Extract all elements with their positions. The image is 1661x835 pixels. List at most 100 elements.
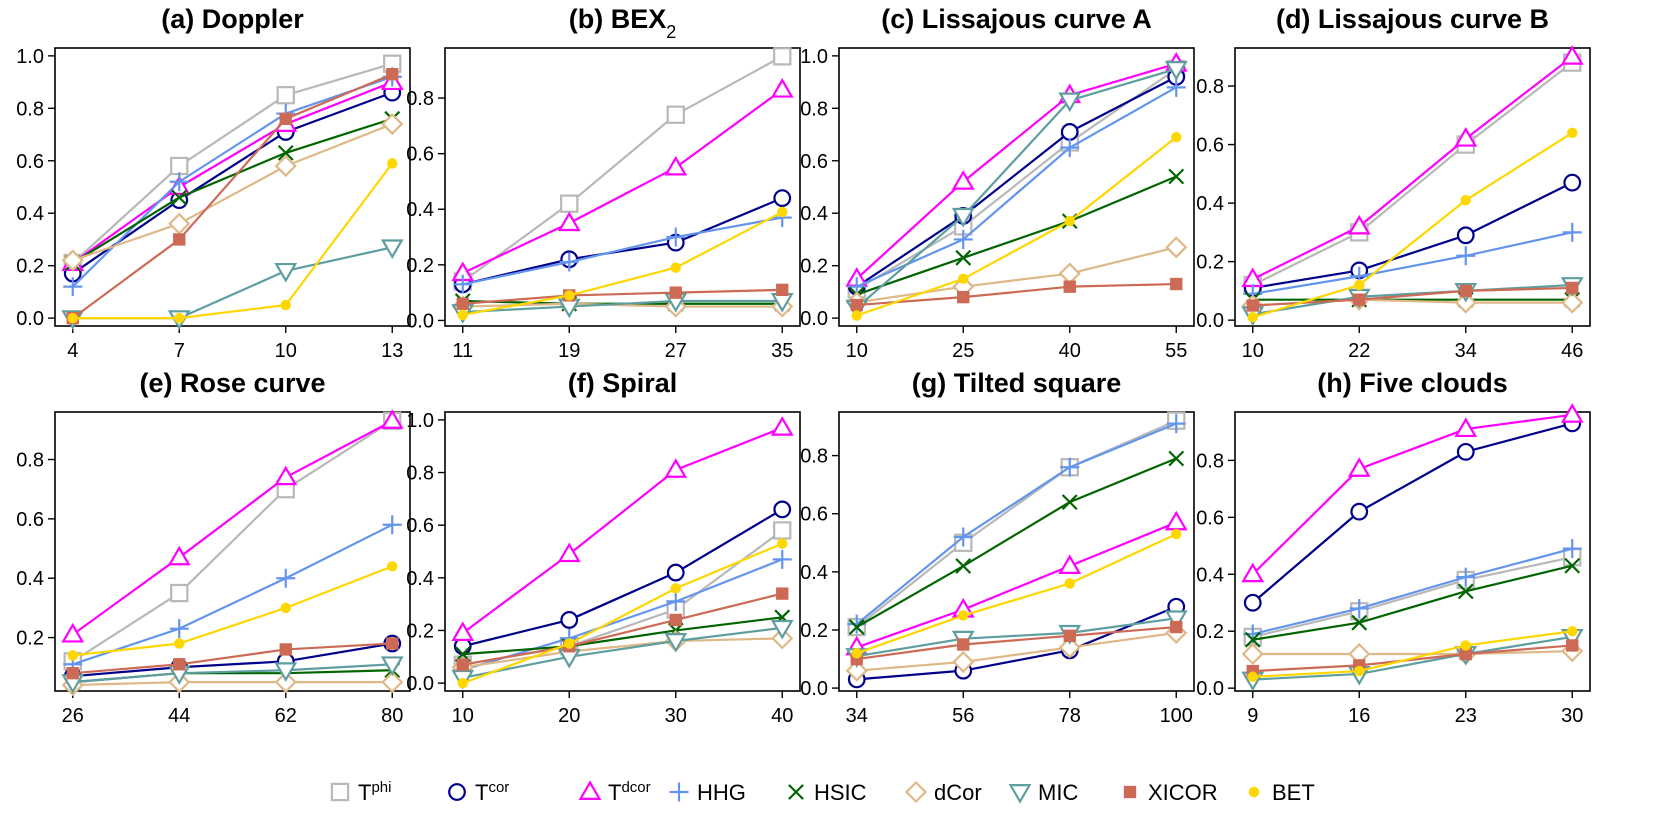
series-line [72, 642, 393, 678]
data-point [957, 638, 970, 651]
y-tick-label: 1.0 [16, 46, 44, 68]
data-point [1241, 642, 1264, 666]
series-line [1251, 413, 1573, 576]
data-point [1171, 528, 1182, 540]
data-point [955, 558, 972, 574]
data-point [773, 47, 792, 66]
series-XICOR [850, 277, 1183, 312]
y-tick-label: 0.6 [406, 144, 434, 166]
data-point [386, 637, 399, 650]
data-point [850, 298, 863, 312]
data-point [1354, 665, 1365, 677]
series-Tphi [63, 54, 402, 273]
series-Tcor [453, 189, 792, 294]
panel-title-text: (d) Lissajous curve B [1276, 4, 1549, 34]
x-tick-label: 78 [1059, 705, 1081, 727]
data-point [66, 667, 79, 680]
legend-label-base: T [475, 780, 488, 805]
data-point [669, 286, 682, 299]
data-point [279, 643, 292, 656]
data-point [1454, 291, 1477, 314]
series-line [462, 637, 783, 669]
data-point [1241, 562, 1265, 583]
series-dCor [61, 113, 404, 272]
series-line [1252, 650, 1573, 656]
series-BET [851, 528, 1182, 659]
y-tick-label: 0.0 [800, 678, 828, 700]
y-tick-label: 0.2 [406, 620, 434, 642]
series-line [1252, 61, 1573, 287]
data-point [1460, 194, 1471, 206]
data-point [1244, 631, 1261, 648]
x-tick-label: 30 [665, 705, 687, 727]
series-line [1252, 422, 1573, 604]
data-point [1247, 311, 1258, 323]
series-HSIC [1244, 557, 1581, 648]
y-tick-label: 1.0 [800, 46, 828, 68]
data-point [276, 568, 296, 588]
data-point [770, 78, 794, 98]
x-tick-label: 10 [846, 340, 868, 362]
y-tick-label: 0.6 [1196, 507, 1224, 529]
x-tick-label: 19 [558, 340, 580, 362]
x-tick-label: 10 [452, 705, 474, 727]
x-tick-label: 55 [1165, 340, 1187, 362]
y-tick-label: 0.8 [1196, 450, 1224, 472]
plot-frame [1234, 47, 1591, 327]
plot-frame [54, 47, 411, 327]
series-line [1252, 547, 1573, 636]
series-BET [67, 561, 398, 661]
data-point [770, 416, 794, 436]
series-BET [1247, 127, 1578, 323]
data-point [168, 212, 191, 235]
data-point [953, 229, 973, 249]
data-point [381, 113, 404, 136]
series-dCor [845, 236, 1188, 314]
data-point [274, 662, 298, 682]
data-point [167, 545, 191, 566]
data-point [174, 312, 185, 324]
legend-label-base: T [358, 780, 371, 805]
y-tick-label: 0.0 [800, 308, 828, 330]
series-line [462, 299, 783, 314]
series-Tphi [847, 59, 1186, 299]
y-tick-label: 0.8 [800, 98, 828, 120]
data-point [1454, 417, 1478, 438]
data-point [951, 207, 975, 228]
data-point [666, 227, 686, 247]
data-point [666, 563, 685, 582]
data-point [1459, 647, 1472, 661]
series-line [856, 631, 1177, 672]
data-point [1060, 123, 1079, 141]
legend-marker [1123, 785, 1137, 799]
series-XICOR [850, 620, 1183, 666]
series-line [1252, 283, 1573, 316]
data-point [1350, 502, 1369, 521]
series-line [462, 426, 783, 634]
panel-title-text: (g) Tilted square [912, 368, 1122, 398]
series-line [856, 605, 1177, 681]
data-point [170, 156, 189, 176]
series-line [72, 565, 393, 657]
legend-item-HHG: HHG [669, 780, 746, 805]
data-point [560, 194, 579, 213]
panel-title: (a) Doppler [161, 4, 304, 34]
data-point [169, 619, 189, 639]
data-point [773, 521, 792, 540]
panel-title: (h) Five clouds [1317, 368, 1508, 398]
series-line [72, 663, 393, 684]
data-point [1567, 625, 1578, 637]
data-point [1064, 215, 1075, 227]
series-line [856, 68, 1177, 291]
panel-title: (b) BEX2 [569, 4, 677, 42]
y-tick-label: 0.2 [800, 256, 828, 278]
data-point [664, 458, 688, 478]
y-tick-label: 0.4 [800, 562, 828, 584]
y-tick-label: 0.2 [1196, 252, 1224, 274]
series-Tcor [1243, 414, 1582, 612]
data-point [277, 145, 294, 161]
series-BET [851, 131, 1182, 321]
series-BET [457, 538, 788, 689]
series-line [856, 521, 1177, 649]
